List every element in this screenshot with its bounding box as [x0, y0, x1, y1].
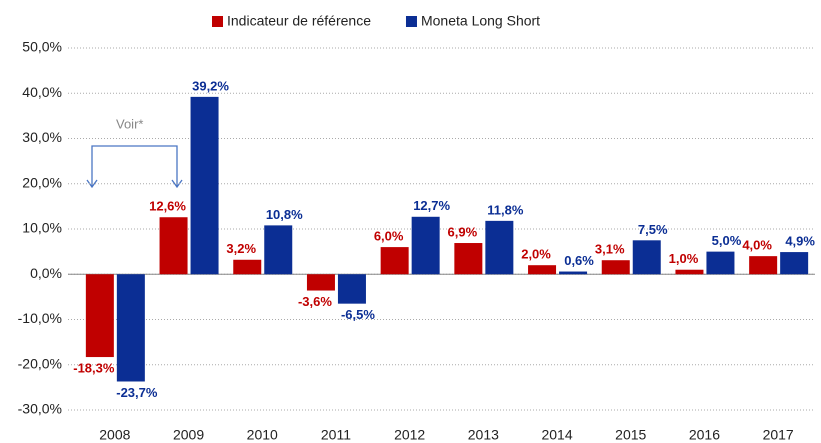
x-tick-label: 2017 — [763, 427, 794, 443]
x-tick-label: 2010 — [247, 427, 278, 443]
bar — [706, 252, 734, 275]
x-tick-label: 2008 — [99, 427, 130, 443]
value-label: 4,0% — [742, 238, 772, 253]
bar — [307, 274, 335, 290]
x-tick-label: 2014 — [541, 427, 572, 443]
x-tick-label: 2016 — [689, 427, 720, 443]
value-label: 1,0% — [669, 251, 699, 266]
annotation: Voir* — [116, 116, 143, 131]
y-tick-label: -30,0% — [18, 401, 62, 417]
bar — [412, 217, 440, 274]
value-label: -23,7% — [116, 385, 158, 400]
bar — [780, 252, 808, 274]
bar — [602, 260, 630, 274]
value-label: 7,5% — [638, 222, 668, 237]
y-tick-label: 10,0% — [22, 220, 62, 236]
legend-swatch — [406, 16, 417, 27]
x-tick-label: 2011 — [321, 427, 351, 443]
bar — [633, 240, 661, 274]
x-tick-label: 2013 — [468, 427, 499, 443]
bar — [381, 247, 409, 274]
bar — [485, 221, 513, 274]
value-label: 3,1% — [595, 242, 625, 257]
legend-label: Indicateur de référence — [227, 13, 371, 29]
value-label: -6,5% — [341, 307, 375, 322]
value-label: 11,8% — [487, 202, 524, 217]
legend-label: Moneta Long Short — [421, 13, 540, 29]
bar — [233, 260, 261, 274]
y-tick-label: -10,0% — [18, 310, 62, 326]
value-label: 5,0% — [712, 233, 742, 248]
x-tick-label: 2012 — [394, 427, 425, 443]
annotation-bracket — [92, 146, 177, 187]
value-label: 12,7% — [413, 198, 450, 213]
bar — [160, 217, 188, 274]
chart: Voir* -30,0% -20,0% -10,0% 0,0% 10,0% 20,0% 30… — [0, 0, 821, 443]
value-label: 2,0% — [521, 247, 551, 262]
x-tick-label: 2015 — [615, 427, 646, 443]
bar — [264, 225, 292, 274]
y-tick-label: 0,0% — [30, 265, 62, 281]
bar — [559, 272, 587, 275]
bar — [191, 97, 219, 274]
y-tick-label: 40,0% — [22, 84, 62, 100]
bar — [86, 274, 114, 357]
y-tick-label: -20,0% — [18, 355, 62, 371]
value-label: 39,2% — [192, 78, 229, 93]
y-tick-label: 30,0% — [22, 129, 62, 145]
value-label: -18,3% — [73, 360, 115, 375]
value-label: 3,2% — [226, 241, 256, 256]
bar — [117, 274, 145, 381]
bar — [749, 256, 777, 274]
value-label: 6,0% — [374, 229, 404, 244]
bar — [675, 270, 703, 275]
y-tick-label: 50,0% — [22, 39, 62, 55]
value-label: 10,8% — [266, 207, 303, 222]
value-label: -3,6% — [298, 294, 332, 309]
bar — [338, 274, 366, 303]
value-label: 4,9% — [785, 234, 815, 249]
value-label: 0,6% — [564, 253, 594, 268]
value-label: 6,9% — [448, 224, 478, 239]
y-tick-label: 20,0% — [22, 174, 62, 190]
legend-swatch — [212, 16, 223, 27]
x-tick-label: 2009 — [173, 427, 204, 443]
bar — [528, 265, 556, 274]
value-label: 12,6% — [149, 199, 186, 214]
bar — [454, 243, 482, 274]
